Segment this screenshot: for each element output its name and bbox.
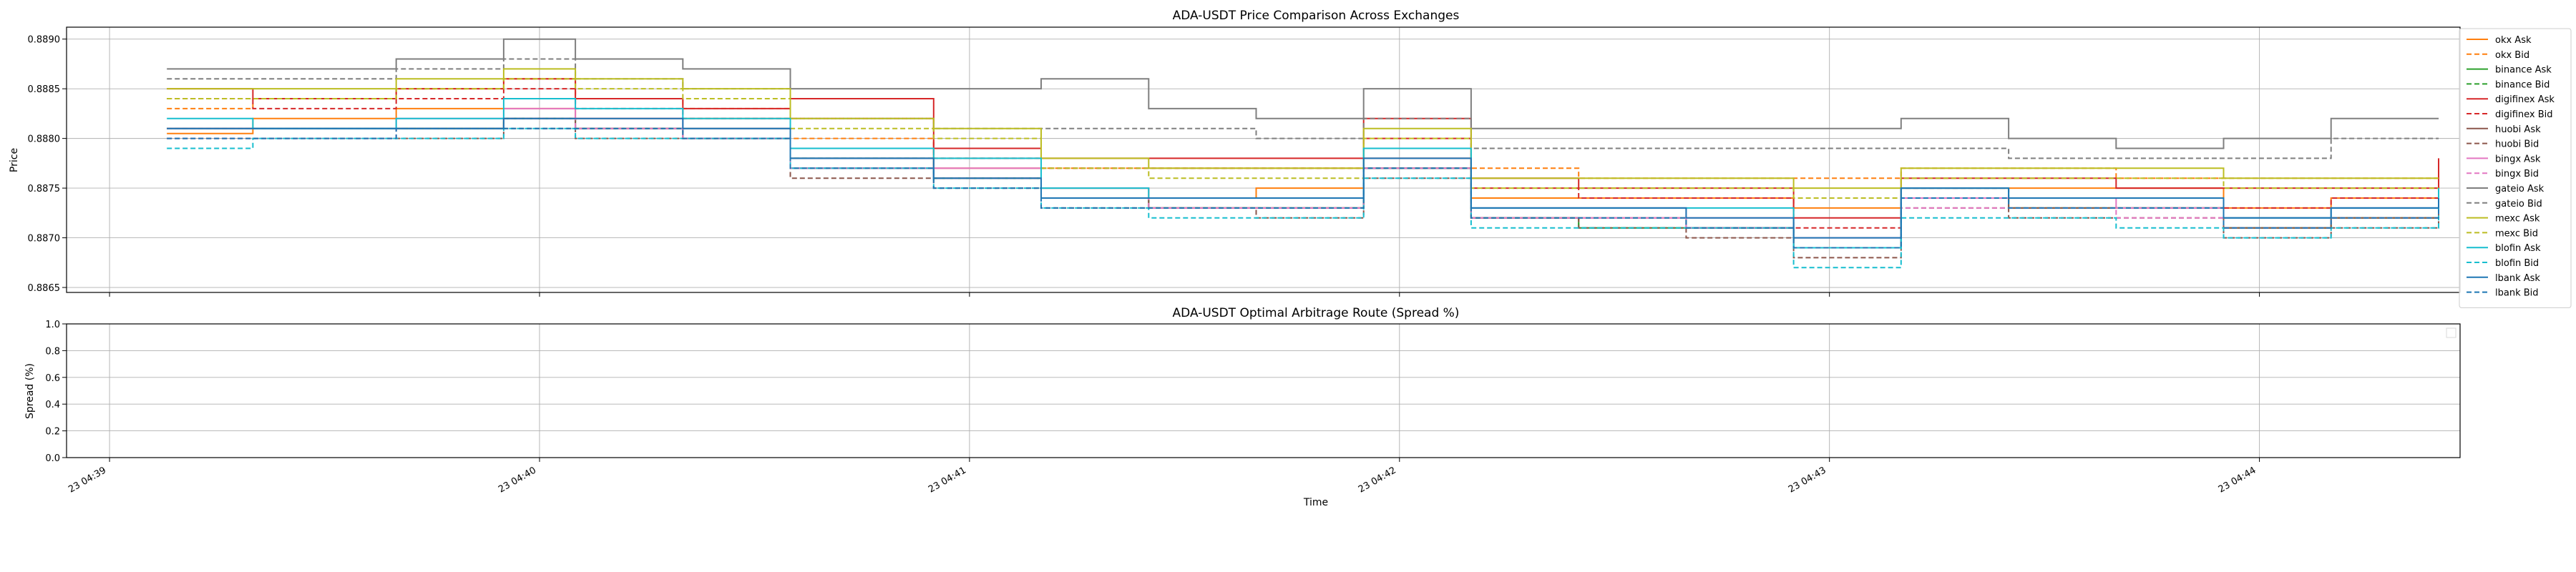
- spread-chart-frame: [66, 323, 2461, 458]
- legend-label: bingx Ask: [2495, 154, 2541, 164]
- price-y-tick-label: 0.8890: [28, 35, 61, 46]
- spread-y-tick-label: 0.8: [45, 346, 60, 357]
- price-y-tick-label: 0.8870: [28, 234, 61, 245]
- series-line-digifinex-bid: [167, 88, 2439, 229]
- series-line-lbank-ask: [167, 117, 2439, 239]
- series-line-mexc-bid: [167, 78, 2439, 199]
- spread-y-tick-label: 0.6: [45, 373, 60, 384]
- price-y-tick-label: 0.8875: [28, 184, 61, 194]
- legend-label: gateio Bid: [2495, 199, 2542, 209]
- spread-chart-title: ADA-USDT Optimal Arbitrage Route (Spread…: [1173, 306, 1460, 320]
- legend-label: huobi Bid: [2495, 139, 2539, 150]
- legend-label: binance Bid: [2495, 79, 2550, 90]
- price-y-tick-label: 0.8885: [28, 84, 61, 95]
- series-line-gateio-bid: [167, 58, 2439, 159]
- legend-label: binance Ask: [2495, 65, 2552, 76]
- price-y-axis-label: Price: [9, 148, 20, 172]
- series-line-gateio-ask: [167, 38, 2439, 149]
- legend-label: digifinex Bid: [2495, 109, 2553, 120]
- spread-legend-box: [2446, 327, 2457, 338]
- series-line-huobi-bid: [167, 127, 2439, 259]
- legend-label: blofin Ask: [2495, 243, 2541, 254]
- legend-label: huobi Ask: [2495, 124, 2541, 135]
- legend-label: mexc Ask: [2495, 214, 2540, 225]
- legend-label: bingx Bid: [2495, 169, 2539, 179]
- legend-label: mexc Bid: [2495, 228, 2538, 239]
- price-chart: ADA-USDT Price Comparison Across Exchang…: [9, 9, 2572, 308]
- spread-y-tick-label: 0.0: [45, 453, 60, 464]
- legend-label: okx Bid: [2495, 50, 2529, 61]
- price-y-tick-label: 0.8865: [28, 283, 61, 294]
- legend-label: gateio Ask: [2495, 184, 2545, 194]
- spread-y-tick-label: 0.2: [45, 427, 60, 438]
- spread-y-tick-label: 1.0: [45, 320, 60, 330]
- series-line-bingx-bid: [167, 117, 2439, 249]
- legend-label: okx Ask: [2495, 35, 2532, 46]
- legend-label: lbank Bid: [2495, 288, 2539, 299]
- spread-y-axis-label: Spread (%): [24, 363, 36, 419]
- legend-label: blofin Bid: [2495, 258, 2539, 269]
- legend-label: lbank Ask: [2495, 273, 2540, 284]
- legend-label: digifinex Ask: [2495, 94, 2555, 105]
- spread-y-tick-label: 0.4: [45, 400, 60, 410]
- series-line-lbank-bid: [167, 127, 2439, 249]
- price-y-tick-label: 0.8880: [28, 134, 61, 145]
- spread-x-axis-label: Time: [1303, 497, 1328, 508]
- price-chart-title: ADA-USDT Price Comparison Across Exchang…: [1173, 9, 1460, 23]
